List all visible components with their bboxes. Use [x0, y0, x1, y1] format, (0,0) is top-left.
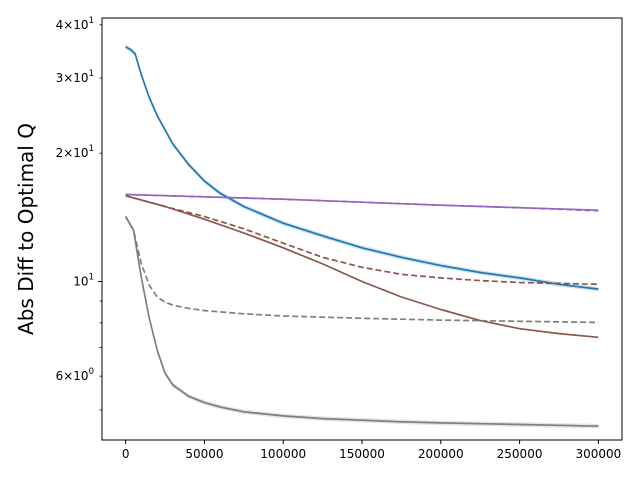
x-axis: 0 50000 100000 150000 200000 250000 300000	[122, 440, 621, 461]
series-line-6	[124, 216, 599, 324]
x-tick-label: 150000	[339, 447, 385, 461]
series-line-3	[125, 194, 599, 339]
y-tick-label: 101	[73, 273, 94, 289]
series-line-4	[125, 194, 599, 286]
x-tick-label: 250000	[497, 447, 543, 461]
series-line-0	[125, 46, 599, 290]
plot-frame	[101, 17, 623, 441]
y-axis: 101 6×100 2×101 3×101 4×101	[56, 16, 102, 411]
y-axis-title: Abs Diff to Optimal Q	[14, 123, 38, 335]
x-tick-label: 300000	[575, 447, 621, 461]
y-tick-label: 4×101	[56, 16, 94, 32]
y-tick-label: 3×101	[56, 69, 94, 85]
series-line-2	[125, 193, 599, 212]
series-layer	[124, 44, 599, 429]
plot-background	[102, 18, 622, 440]
y-tick-label: 6×100	[56, 367, 94, 383]
series-line-5	[124, 216, 599, 428]
y-tick-label: 2×101	[56, 144, 94, 160]
x-tick-label: 100000	[260, 447, 306, 461]
x-tick-label: 50000	[185, 447, 223, 461]
x-tick-label: 0	[122, 447, 130, 461]
x-tick-label: 200000	[418, 447, 464, 461]
